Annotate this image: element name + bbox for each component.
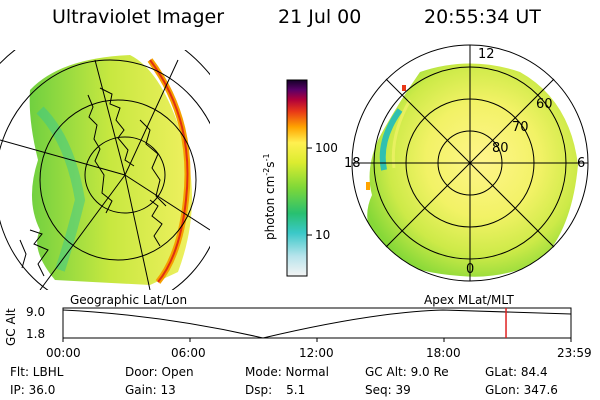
image-time: 20:55:34 UT <box>424 6 541 28</box>
image-date: 21 Jul 00 <box>278 6 362 28</box>
colorbar-unit-label: photon cm-2s-1 <box>262 153 277 240</box>
mode-info: Mode: Normal <box>245 365 329 379</box>
altitude-xtick-0600: 06:00 <box>171 346 206 360</box>
mlat-label-70: 70 <box>512 120 529 135</box>
seq-info: Seq: 39 <box>365 383 411 397</box>
gc-alt-info: GC Alt: 9.0 Re <box>365 365 449 379</box>
mlat-label-80: 80 <box>492 141 509 156</box>
mlt-label-12: 12 <box>478 47 495 62</box>
mlt-label-6: 6 <box>577 156 586 171</box>
altitude-ytick-low: 1.8 <box>26 327 46 341</box>
altitude-xtick-1200: 12:00 <box>299 346 334 360</box>
auroral-emission-right <box>367 63 578 277</box>
door-info: Door: Open <box>125 365 194 379</box>
glon-info: GLon: 347.6 <box>485 383 558 397</box>
app-title: Ultraviolet Imager <box>52 6 225 28</box>
altitude-xtick-1800: 18:00 <box>426 346 461 360</box>
right-image-label: Apex MLat/MLT <box>424 293 514 307</box>
altitude-ylabel: GC Alt <box>4 308 18 346</box>
colorbar <box>286 79 312 277</box>
dsp-info: Dsp: 5.1 <box>245 383 306 397</box>
coastlines <box>19 87 167 277</box>
gain-info: Gain: 13 <box>125 383 176 397</box>
apex-grid <box>351 44 589 282</box>
filter-info: Flt: LBHL <box>10 365 64 379</box>
altitude-xtick-0000: 00:00 <box>46 346 81 360</box>
mlt-label-0: 0 <box>466 262 475 277</box>
glat-info: GLat: 84.4 <box>485 365 548 379</box>
ip-info: IP: 36.0 <box>10 383 56 397</box>
altitude-curve <box>62 309 572 339</box>
left-image-label: Geographic Lat/Lon <box>70 293 188 307</box>
colorbar-tick-100: 100 <box>315 141 338 155</box>
apex-image <box>351 44 589 282</box>
mlat-label-60: 60 <box>536 97 553 112</box>
mlt-label-18: 18 <box>344 156 361 171</box>
geo-grid <box>0 50 210 290</box>
altitude-ytick-high: 9.0 <box>26 305 46 319</box>
geographic-image <box>0 50 210 290</box>
altitude-plot <box>62 307 572 342</box>
altitude-xtick-2359: 23:59 <box>557 346 592 360</box>
colorbar-tick-10: 10 <box>315 228 331 242</box>
